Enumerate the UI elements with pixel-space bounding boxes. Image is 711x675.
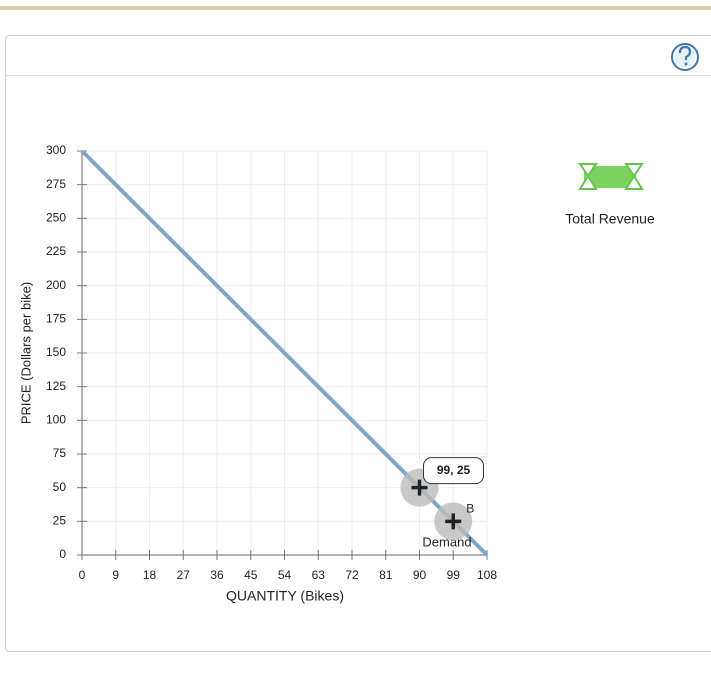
- y-tick-label: 75: [53, 446, 67, 460]
- x-tick-label: 63: [312, 568, 326, 582]
- x-tick-label: 108: [477, 568, 497, 582]
- y-tick-label: 275: [46, 177, 66, 191]
- y-tick-label: 225: [46, 244, 66, 258]
- x-tick-label: 81: [379, 568, 393, 582]
- y-tick-label: 50: [53, 480, 67, 494]
- x-tick-label: 9: [112, 568, 119, 582]
- y-tick-label: 175: [46, 312, 66, 326]
- x-tick-label: 54: [278, 568, 292, 582]
- x-axis-label: QUANTITY (Bikes): [226, 588, 344, 604]
- legend-tool-label: Total Revenue: [565, 211, 655, 227]
- x-tick-label: 99: [447, 568, 461, 582]
- y-tick-label: 300: [46, 143, 66, 157]
- y-tick-label: 0: [59, 547, 66, 561]
- total-revenue-tool[interactable]: [580, 164, 642, 189]
- y-tick-label: 250: [46, 211, 66, 225]
- tooltip-text: 99, 25: [437, 463, 471, 477]
- y-tick-label: 100: [46, 413, 66, 427]
- x-tick-label: 72: [345, 568, 359, 582]
- y-tick-label: 200: [46, 278, 66, 292]
- panel: [6, 36, 711, 652]
- x-tick-label: 90: [413, 568, 427, 582]
- y-axis-label: PRICE (Dollars per bike): [18, 282, 33, 424]
- y-tick-label: 125: [46, 379, 66, 393]
- x-tick-label: 0: [79, 568, 86, 582]
- x-tick-label: 27: [177, 568, 191, 582]
- x-tick-label: 36: [210, 568, 224, 582]
- help-dot[interactable]: [685, 63, 688, 66]
- help-button[interactable]: [672, 44, 698, 70]
- y-tick-label: 150: [46, 345, 66, 359]
- point-label: B: [466, 502, 474, 516]
- x-tick-label: 45: [244, 568, 258, 582]
- x-tick-label: 18: [143, 568, 157, 582]
- y-tick-label: 25: [53, 514, 67, 528]
- top-bar: [0, 6, 711, 10]
